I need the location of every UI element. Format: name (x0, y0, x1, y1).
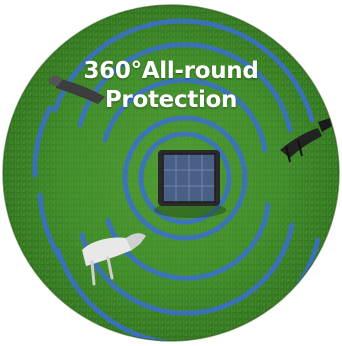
animal-right-icon (280, 118, 332, 163)
animal-left-icon (48, 75, 105, 104)
solar-device-icon (154, 150, 226, 218)
protection-rings (32, 18, 321, 341)
headline-line-1: 360°All-round (83, 58, 259, 84)
animal-bottom-icon (82, 233, 146, 286)
headline-line-2: Protection (104, 87, 238, 113)
